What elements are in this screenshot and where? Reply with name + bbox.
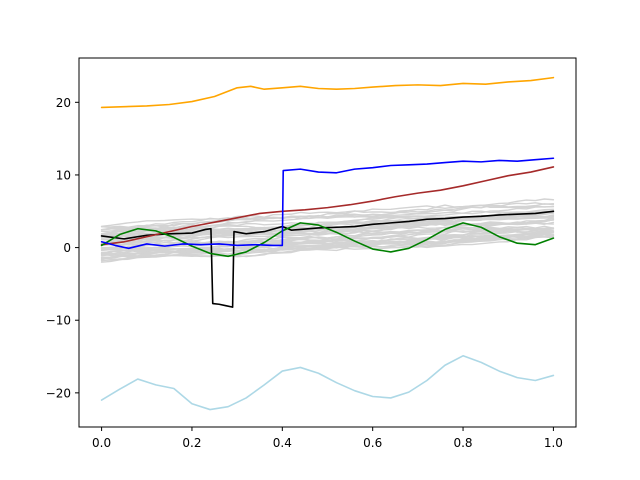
gray-noise-ensemble-line <box>100 234 555 261</box>
gray-noise-ensemble-line <box>100 225 555 250</box>
gray-noise-ensemble-line <box>100 202 555 231</box>
x-tick-label: 0.8 <box>453 436 472 450</box>
green-line <box>100 222 555 258</box>
axes-frame <box>78 57 577 428</box>
gray-noise-ensemble-line <box>100 228 555 250</box>
x-tick-label: 0.4 <box>273 436 292 450</box>
orange-line <box>100 76 555 109</box>
gray-noise-ensemble-line <box>100 234 555 253</box>
gray-noise-ensemble-line <box>100 214 555 237</box>
gray-noise-ensemble-line <box>100 205 555 231</box>
y-tick-label: 10 <box>56 168 71 182</box>
x-tick-label: 1.0 <box>544 436 563 450</box>
x-tick-label: 0.0 <box>92 436 111 450</box>
x-tick-label: 0.2 <box>182 436 201 450</box>
y-tick-label: −10 <box>46 314 71 328</box>
gray-noise-ensemble-line <box>100 221 555 244</box>
y-tick-label: 20 <box>56 96 71 110</box>
light-blue-line <box>100 355 555 411</box>
y-tick-label: 0 <box>63 241 71 255</box>
dark-red-line <box>100 166 555 246</box>
y-tick-label: −20 <box>46 386 71 400</box>
x-tick-label: 0.6 <box>363 436 382 450</box>
black-line <box>100 210 555 308</box>
blue-step-line <box>100 157 555 250</box>
